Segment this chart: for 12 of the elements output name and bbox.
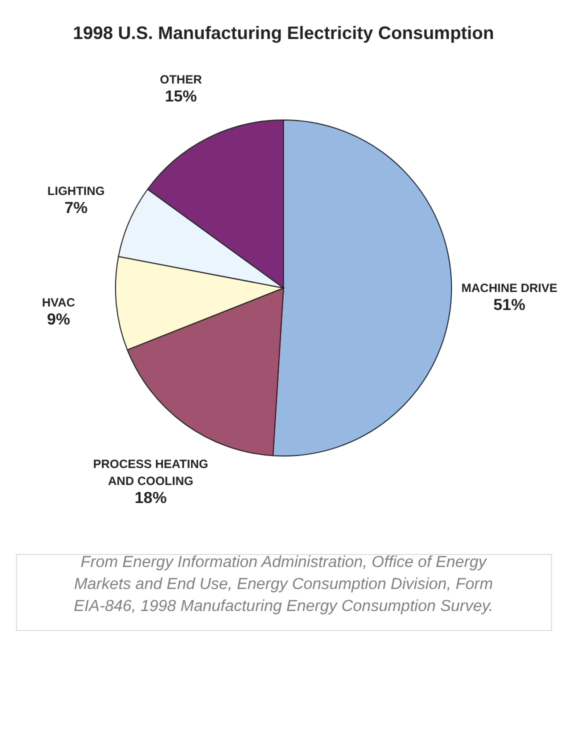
data-label: 18% <box>134 490 167 507</box>
chart-title: 1998 U.S. Manufacturing Electricity Consumption <box>72 23 494 43</box>
slice-label: HVAC <box>42 295 76 310</box>
data-label: 51% <box>493 297 526 314</box>
slice-label: PROCESS HEATING AND COOLING <box>93 456 208 488</box>
slice-label: OTHER <box>160 72 202 87</box>
data-label: 7% <box>64 200 88 218</box>
text: From Energy Information Administration, Office of Energy Markets and End Use, Energy Consumption Division, Form EIA-846, 1998 Manufacturing Energy Consumption Survey. <box>74 554 494 615</box>
slice-label: LIGHTING <box>47 184 105 198</box>
slice-label: MACHINE DRIVE <box>461 281 558 296</box>
data-label: 15% <box>164 88 197 106</box>
data-label: 9% <box>46 311 70 328</box>
